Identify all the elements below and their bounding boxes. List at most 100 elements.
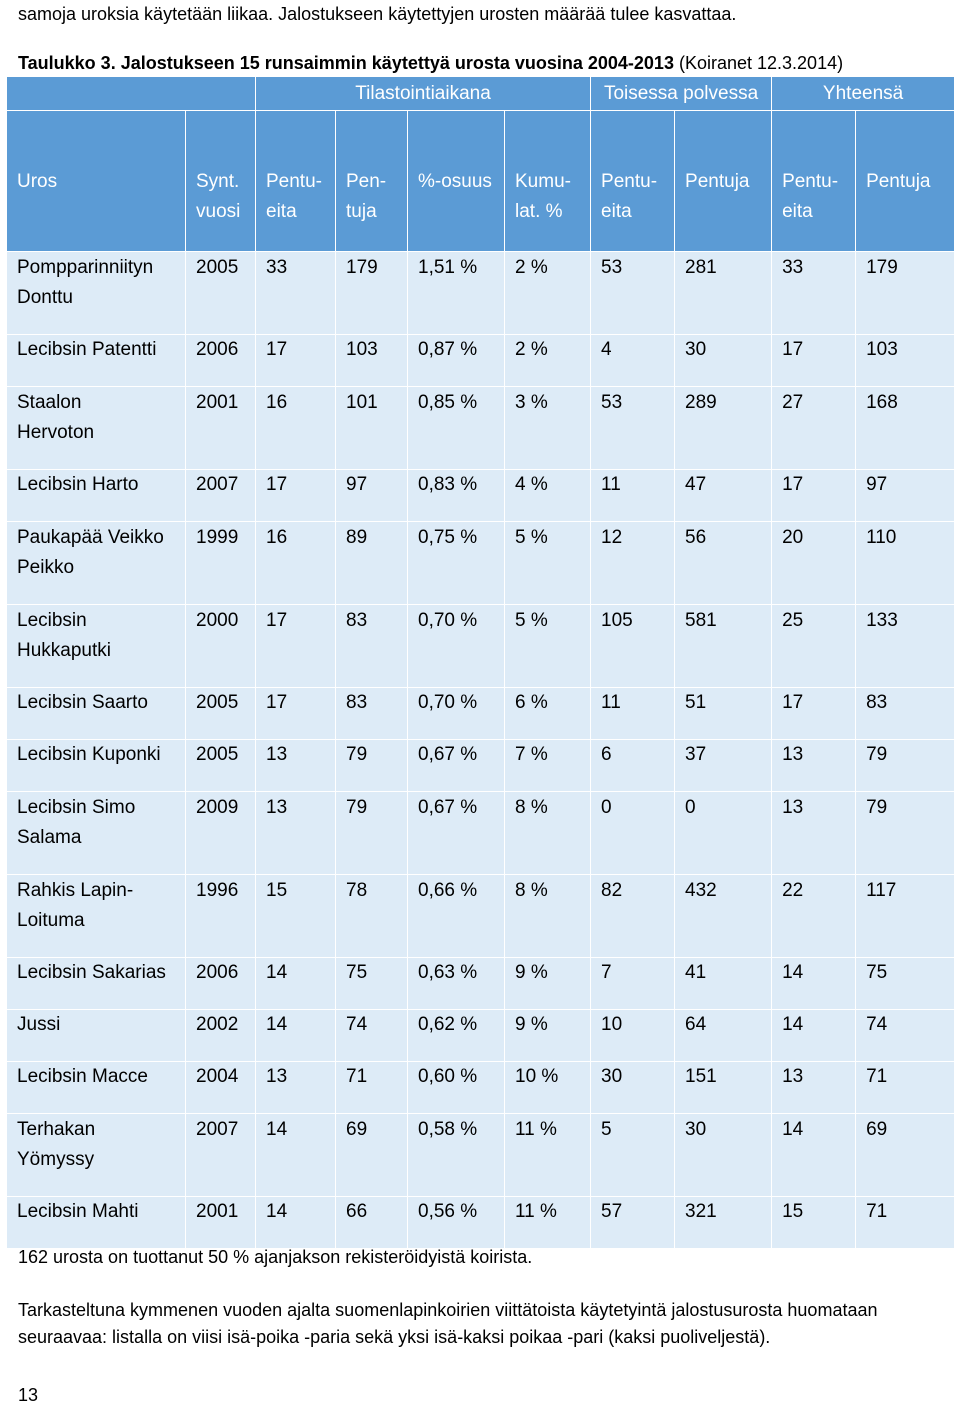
table-row: Lecibsin Patentti 2006 17 103 0,87 % 2 % 4 30 17… [6, 334, 956, 387]
col-litters-cell: 16 [255, 386, 336, 470]
col-total-litters-cell: 27 [771, 386, 857, 470]
col-litters-cell: 16 [255, 521, 336, 605]
col-litters-header: Pentu- eita [255, 110, 336, 252]
col-percent-cell: 0,62 % [407, 1009, 505, 1062]
col-uros-cell: Rahkis Lapin- Loituma [6, 874, 186, 958]
col-second-litters-cell: 30 [590, 1061, 676, 1114]
col-puppies-cell: 74 [335, 1009, 408, 1062]
col-birth-year-cell: 2007 [185, 1113, 256, 1197]
note-analysis: Tarkasteltuna kymmenen vuoden ajalta suo… [18, 1300, 878, 1347]
breeding-males-table: Tilastointiaikana Toisessa polvessa Yhte… [6, 76, 956, 1249]
col-second-puppies-cell: 30 [674, 1113, 773, 1197]
col-uros-cell: Pompparinniityn Donttu [6, 251, 186, 335]
col-uros-header: Uros [6, 110, 186, 252]
col-birth-year-cell: 1999 [185, 521, 256, 605]
col-cumulative-cell: 9 % [503, 957, 592, 1010]
col-cumulative-cell: 10 % [503, 1061, 592, 1114]
col-cumulative-cell: 4 % [503, 469, 592, 522]
col-cumulative-cell: 3 % [503, 386, 592, 470]
col-percent-cell: 0,67 % [407, 791, 505, 875]
col-puppies-cell: 75 [335, 957, 408, 1010]
col-uros-cell: Paukapää Veikko Peikko [6, 521, 186, 605]
col-total-litters-cell: 14 [771, 1113, 857, 1197]
col-second-litters-header: Pentu- eita [590, 110, 676, 252]
col-cumulative-cell: 9 % [503, 1009, 592, 1062]
col-uros-cell: Lecibsin Mahti [6, 1196, 186, 1249]
col-puppies-cell: 97 [335, 469, 408, 522]
col-uros-cell: Lecibsin Hukkaputki [6, 604, 186, 688]
table-row: Lecibsin Kuponki 2005 13 79 0,67 % 7 % 6 37 13 79 [6, 739, 956, 792]
col-percent-cell: 0,66 % [407, 874, 505, 958]
col-total-litters-cell: 14 [771, 957, 857, 1010]
col-total-puppies-cell: 75 [855, 957, 956, 1010]
group-header-blank [6, 76, 256, 111]
col-litters-cell: 14 [255, 1196, 336, 1249]
col-second-litters-cell: 53 [590, 386, 676, 470]
col-percent-cell: 0,87 % [407, 334, 505, 387]
caption-label: Taulukko 3. Jalostukseen 15 runsaimmin k… [18, 53, 674, 73]
col-litters-cell: 13 [255, 739, 336, 792]
col-puppies-cell: 179 [335, 251, 408, 335]
col-second-puppies-cell: 432 [674, 874, 773, 958]
col-cumulative-cell: 8 % [503, 791, 592, 875]
col-percent-cell: 0,70 % [407, 687, 505, 740]
col-second-puppies-cell: 64 [674, 1009, 773, 1062]
col-cumulative-cell: 5 % [503, 521, 592, 605]
col-birth-year-header: Synt. vuosi [185, 110, 256, 252]
col-second-puppies-cell: 289 [674, 386, 773, 470]
col-birth-year-cell: 2009 [185, 791, 256, 875]
col-cumulative-cell: 11 % [503, 1113, 592, 1197]
col-total-puppies-cell: 71 [855, 1061, 956, 1114]
col-second-puppies-cell: 151 [674, 1061, 773, 1114]
col-uros-cell: Lecibsin Patentti [6, 334, 186, 387]
col-total-litters-cell: 14 [771, 1009, 857, 1062]
col-total-litters-cell: 15 [771, 1196, 857, 1249]
col-total-puppies-cell: 168 [855, 386, 956, 470]
col-uros-cell: Jussi [6, 1009, 186, 1062]
table-row: Lecibsin Simo Salama 2009 13 79 0,67 % 8 % 0 0 1… [6, 791, 956, 875]
table-caption: Taulukko 3. Jalostukseen 15 runsaimmin k… [18, 51, 843, 75]
col-percent-header: %-osuus [407, 110, 505, 252]
col-puppies-cell: 71 [335, 1061, 408, 1114]
note-top-males: 162 urosta on tuottanut 50 % ajanjakson … [18, 1247, 533, 1267]
col-puppies-cell: 101 [335, 386, 408, 470]
col-percent-cell: 0,58 % [407, 1113, 505, 1197]
col-second-litters-cell: 11 [590, 687, 676, 740]
col-uros-cell: Staalon Hervoton [6, 386, 186, 470]
group-header-period: Tilastointiaikana [254, 76, 592, 111]
col-birth-year-cell: 2005 [185, 687, 256, 740]
table-body: Pompparinniityn Donttu 2005 33 179 1,51 % 2 %… [6, 251, 956, 1249]
col-percent-cell: 1,51 % [407, 251, 505, 335]
col-total-litters-header: Pentu- eita [771, 110, 857, 252]
col-puppies-cell: 66 [335, 1196, 408, 1249]
col-total-puppies-cell: 103 [855, 334, 956, 387]
caption-source: (Koiranet 12.3.2014) [673, 53, 844, 73]
col-second-puppies-cell: 321 [674, 1196, 773, 1249]
col-second-litters-cell: 10 [590, 1009, 676, 1062]
col-birth-year-cell: 2001 [185, 1196, 256, 1249]
col-percent-cell: 0,83 % [407, 469, 505, 522]
col-total-puppies-cell: 79 [855, 791, 956, 875]
col-total-litters-cell: 13 [771, 791, 857, 875]
col-litters-cell: 14 [255, 957, 336, 1010]
col-second-puppies-cell: 51 [674, 687, 773, 740]
group-header-row: Tilastointiaikana Toisessa polvessa Yhte… [6, 76, 956, 111]
col-litters-cell: 17 [255, 604, 336, 688]
col-birth-year-cell: 2002 [185, 1009, 256, 1062]
col-uros-cell: Lecibsin Saarto [6, 687, 186, 740]
table-row: Lecibsin Harto 2007 17 97 0,83 % 4 % 11 47 17 97 [6, 469, 956, 522]
table-row: Lecibsin Sakarias 2006 14 75 0,63 % 9 % 7 41 14 7… [6, 957, 956, 1010]
table-row: Paukapää Veikko Peikko 1999 16 89 0,75 % 5 % 1… [6, 521, 956, 605]
col-puppies-cell: 103 [335, 334, 408, 387]
table-row: Staalon Hervoton 2001 16 101 0,85 % 3 % 53 289 2… [6, 386, 956, 470]
col-birth-year-cell: 2005 [185, 251, 256, 335]
col-litters-cell: 17 [255, 469, 336, 522]
column-header-row: Uros Synt. vuosi Pentu- eita Pen- tuja %-osu… [6, 110, 956, 252]
col-second-litters-cell: 7 [590, 957, 676, 1010]
col-cumulative-cell: 2 % [503, 334, 592, 387]
col-second-puppies-cell: 47 [674, 469, 773, 522]
col-birth-year-cell: 2007 [185, 469, 256, 522]
col-cumulative-cell: 8 % [503, 874, 592, 958]
col-second-litters-cell: 4 [590, 334, 676, 387]
col-total-puppies-cell: 110 [855, 521, 956, 605]
